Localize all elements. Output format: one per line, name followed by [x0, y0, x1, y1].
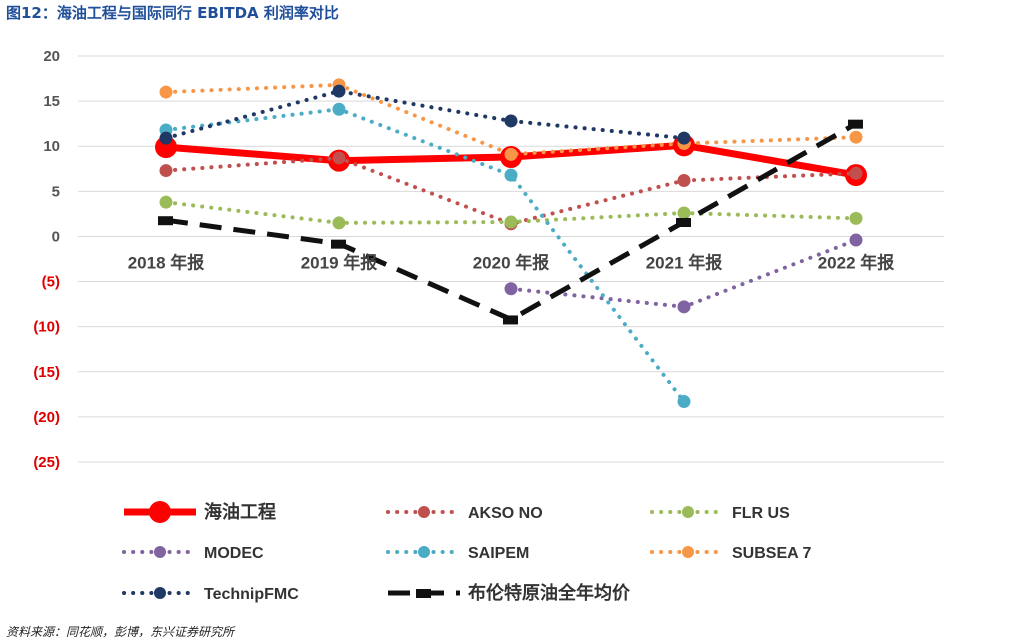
data-point: [158, 216, 173, 226]
series-lines: [155, 78, 867, 409]
legend-marker: [682, 506, 694, 518]
x-tick-label: 2022 年报: [818, 252, 895, 272]
data-point: [504, 147, 518, 161]
y-tick-label: (5): [42, 274, 60, 291]
series-saipem: [159, 102, 691, 409]
series-line: [509, 238, 858, 309]
legend-label: TechnipFMC: [204, 586, 299, 603]
data-point: [504, 114, 518, 128]
data-point: [332, 151, 346, 165]
y-tick-label: 20: [43, 48, 60, 65]
legend-item-technipfmc: TechnipFMC: [122, 586, 299, 603]
legend-marker: [418, 546, 430, 558]
legend-item-saipem: SAIPEM: [386, 545, 529, 562]
source-note: 资料来源：同花顺，彭博，东兴证券研究所: [6, 625, 235, 639]
series-line: [164, 89, 686, 141]
data-point: [159, 195, 173, 209]
data-point: [849, 233, 863, 247]
data-point: [677, 131, 691, 145]
legend-marker: [682, 546, 694, 558]
y-tick-label: (10): [33, 319, 60, 336]
series-line: [165, 121, 858, 323]
legend-marker: [418, 506, 430, 518]
figure-title: 图12：海油工程与国际同行 EBITDA 利润率对比: [6, 4, 339, 22]
series-line: [164, 155, 858, 226]
y-tick-label: 10: [43, 138, 60, 155]
y-tick-label: (25): [33, 454, 60, 471]
data-point: [677, 206, 691, 220]
data-point: [677, 300, 691, 314]
legend-item-modec: MODEC: [122, 545, 264, 562]
data-point: [677, 174, 691, 188]
series-line: [164, 107, 686, 404]
x-tick-label: 2019 年报: [301, 252, 378, 272]
x-tick-label: 2021 年报: [646, 252, 723, 272]
data-point: [849, 166, 863, 180]
data-point: [849, 211, 863, 225]
y-tick-label: 5: [52, 183, 60, 200]
legend-item-series-7: 布伦特原油全年均价: [388, 582, 631, 603]
legend: 海油工程 AKSO NO FLR US MODEC SAIPEM SUBSEA 7 Tech…: [122, 501, 812, 603]
legend-item-series-0: 海油工程: [124, 501, 276, 523]
data-point: [332, 84, 346, 98]
x-tick-label: 2020 年报: [473, 252, 550, 272]
y-tick-label: 0: [52, 228, 60, 245]
data-point: [332, 102, 346, 116]
legend-marker: [416, 589, 431, 598]
series-technipfmc: [159, 84, 691, 145]
y-axis-ticks: 20 15 10 5 0 (5) (10) (15) (20) (25): [33, 48, 60, 471]
legend-item-flr-us: FLR US: [650, 505, 790, 522]
data-point: [159, 164, 173, 178]
series-modec: [504, 233, 863, 314]
data-point: [848, 119, 863, 129]
y-tick-label: 15: [43, 93, 60, 110]
legend-marker: [154, 587, 166, 599]
legend-label: MODEC: [204, 545, 264, 562]
data-point: [504, 168, 518, 182]
data-point: [677, 395, 691, 409]
y-tick-label: (20): [33, 409, 60, 426]
legend-marker: [154, 546, 166, 558]
series-series-7: [158, 119, 863, 325]
legend-label: FLR US: [732, 505, 790, 522]
grid-lines: [78, 55, 944, 463]
series-flr-us: [159, 195, 863, 230]
legend-label: SUBSEA 7: [732, 545, 812, 562]
data-point: [332, 216, 346, 230]
data-point: [155, 136, 177, 159]
legend-label: 海油工程: [204, 501, 276, 522]
y-tick-label: (15): [33, 364, 60, 381]
data-point: [159, 85, 173, 99]
data-point: [676, 218, 691, 228]
data-point: [849, 130, 863, 144]
legend-label: 布伦特原油全年均价: [468, 582, 631, 603]
legend-label: AKSO NO: [468, 505, 543, 522]
data-point: [331, 239, 346, 249]
data-point: [159, 131, 173, 145]
data-point: [504, 215, 518, 229]
data-point: [503, 315, 518, 325]
x-axis-ticks: 2018 年报 2019 年报 2020 年报 2021 年报 2022 年报: [128, 252, 895, 272]
legend-item-subsea-7: SUBSEA 7: [650, 545, 812, 562]
data-point: [504, 282, 518, 296]
legend-label: SAIPEM: [468, 545, 529, 562]
x-tick-label: 2018 年报: [128, 252, 205, 272]
legend-item-akso-no: AKSO NO: [386, 505, 543, 522]
legend-marker: [149, 501, 171, 523]
